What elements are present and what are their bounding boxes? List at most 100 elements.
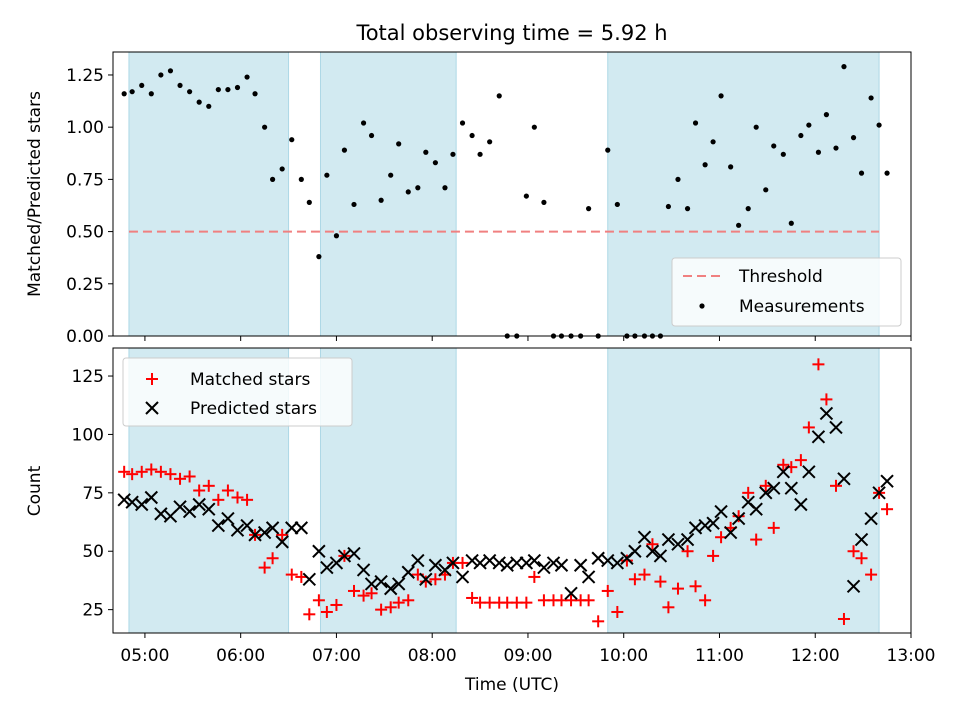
measurement-point (215, 86, 221, 93)
bottom-y-ticks: 25 50 75 100 125 (72, 367, 113, 621)
measurement-point (702, 162, 708, 168)
measurement-point (469, 132, 475, 139)
observing-window-3 (607, 347, 880, 634)
predicted-star-point (767, 481, 781, 495)
matched-star-point (241, 493, 254, 506)
predicted-star-point (564, 586, 578, 600)
predicted-star-point (759, 486, 773, 500)
measurement-point (148, 91, 154, 97)
matched-star-point (812, 358, 825, 371)
matched-star-point (865, 568, 878, 581)
measurement-point (665, 203, 672, 210)
matched-star-point (221, 484, 234, 497)
matched-star-point (402, 594, 415, 607)
measurement-point (244, 74, 250, 80)
measurement-point (858, 170, 865, 176)
measurement-point (728, 164, 734, 170)
y-tick-label: 25 (82, 601, 104, 621)
matched-star-point (847, 545, 860, 558)
predicted-star-point (723, 525, 738, 540)
measurement-point (289, 137, 295, 143)
predicted-star-point (294, 521, 309, 535)
legend-measurements-label: Measurements (739, 297, 865, 317)
top-legend-box (671, 257, 902, 327)
chart-title: Total observing time = 5.92 h (355, 21, 667, 45)
measurement-point (496, 93, 502, 99)
matched-star-point (126, 468, 139, 481)
x-tick-label: 10:00 (599, 646, 648, 666)
predicted-star-point (573, 558, 588, 572)
matched-star-point (689, 580, 702, 593)
predicted-star-point (698, 518, 712, 533)
matched-star-point (732, 510, 745, 523)
matched-star-point (837, 612, 850, 625)
measurement-point (736, 222, 742, 228)
measurement-point (763, 187, 769, 193)
predicted-star-point (285, 521, 299, 535)
measurement-point (262, 124, 268, 130)
measurement-point (487, 139, 493, 145)
predicted-star-point (546, 556, 561, 570)
measurement-point (806, 122, 812, 128)
predicted-star-point (854, 532, 869, 547)
measurement-point (324, 172, 330, 178)
measurement-point (368, 132, 375, 139)
matched-star-point (392, 596, 405, 609)
measurement-point (167, 68, 174, 74)
bottom-x-ticks: 05:00 06:00 07:00 08:00 09:00 10:00 11:00 12:00… (120, 633, 936, 666)
measurement-point (298, 176, 304, 182)
matched-star-point (528, 570, 541, 583)
measurement-point (745, 206, 751, 212)
predicted-star-point (135, 497, 149, 512)
matched-star-point (638, 568, 651, 581)
matched-star-point (164, 468, 177, 481)
predicted-star-point (419, 572, 433, 586)
x-axis-label: Time (UTC) (464, 675, 559, 695)
matched-star-point (855, 552, 868, 565)
predicted-star-point (510, 556, 524, 570)
measurement-point (868, 95, 874, 101)
measurement-point (710, 139, 716, 145)
measurement-point (396, 141, 402, 147)
y-tick-label: 1.00 (66, 118, 104, 138)
predicted-star-point (527, 553, 542, 568)
matched-star-point (202, 479, 215, 492)
x-tick-label: 11:00 (695, 646, 744, 666)
matched-star-point (759, 479, 772, 492)
measurement-point (586, 206, 592, 212)
predicted-star-point (671, 537, 685, 551)
measurement-points (121, 64, 890, 339)
measurement-point (196, 99, 202, 105)
measurement-point (388, 172, 394, 178)
predicted-star-point (391, 577, 406, 591)
matched-star-point (118, 465, 131, 478)
matched-star-point (145, 463, 158, 476)
measurement-point (252, 91, 258, 97)
matched-star-point (312, 594, 325, 607)
measurement-point (605, 147, 611, 153)
x-tick-label: 12:00 (791, 646, 840, 666)
measurement-point (234, 84, 241, 91)
matched-star-point (802, 421, 815, 434)
predicted-star-point (465, 553, 479, 568)
measurement-point (270, 176, 276, 182)
x-tick-label: 13:00 (887, 646, 936, 666)
top-y-ticks: 0.00 0.25 0.50 0.75 1.00 1.25 (66, 66, 113, 347)
measurement-point (823, 112, 830, 118)
matched-star-point (330, 598, 343, 611)
predicted-star-point (192, 497, 206, 512)
predicted-star-point (829, 420, 843, 435)
y-tick-label: 50 (82, 542, 104, 562)
predicted-star-point (653, 549, 668, 563)
matched-star-point (681, 545, 694, 558)
matched-star-point (365, 587, 378, 600)
matched-star-point (794, 454, 807, 467)
measurement-point (306, 199, 312, 205)
x-tick-label: 08:00 (408, 646, 457, 666)
matched-star-point (384, 601, 397, 614)
legend-predicted-label: Predicted stars (190, 399, 317, 419)
predicted-star-point (265, 521, 280, 535)
legend-predicted-swatch (145, 401, 159, 415)
matched-star-point (193, 484, 206, 497)
